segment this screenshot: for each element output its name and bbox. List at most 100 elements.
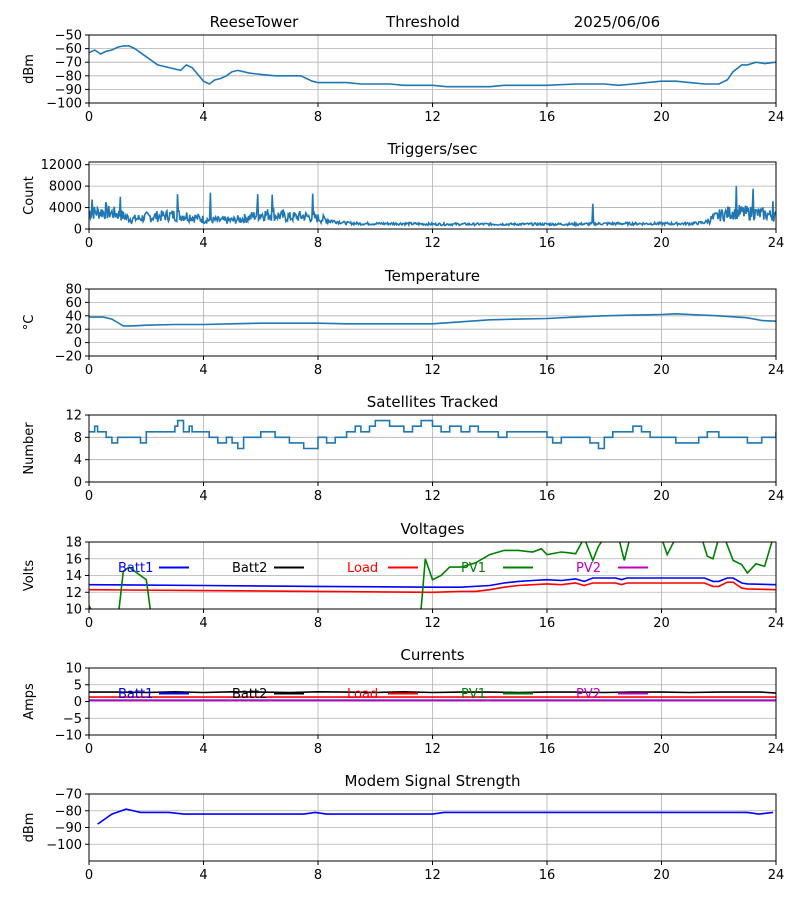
y-tick-label: 8000 [49, 180, 82, 195]
series-line-data [89, 419, 776, 450]
panel-title: Currents [400, 646, 464, 664]
series-line-data [97, 808, 774, 825]
y-tick-label: 0 [74, 695, 82, 710]
x-tick-label: 20 [653, 742, 670, 757]
x-tick-label: 0 [85, 868, 93, 883]
x-tick-label: 12 [424, 616, 441, 631]
y-tick-label: 4 [74, 453, 82, 468]
x-tick-label: 12 [424, 868, 441, 883]
y-tick-label: −70 [55, 788, 82, 803]
series-group [97, 808, 774, 825]
panel-title: Temperature [384, 267, 480, 285]
x-tick-label: 4 [199, 616, 207, 631]
y-tick-label: 16 [65, 552, 82, 567]
x-tick-label: 0 [85, 489, 93, 504]
legend-label-pv1: PV1 [461, 687, 486, 702]
series-group [89, 312, 776, 327]
x-tick-label: 16 [539, 742, 556, 757]
x-tick-label: 24 [768, 363, 785, 378]
x-tick-label: 24 [768, 868, 785, 883]
legend-label-batt1: Batt1 [118, 561, 153, 576]
x-tick-label: 16 [539, 110, 556, 125]
panel-0: 0 4 8 12 16 20 24 −100−90−80−70−60−50 dBm [22, 29, 784, 126]
y-tick-label: −90 [55, 83, 82, 98]
x-tick-label: 24 [768, 110, 785, 125]
y-tick-label: 4000 [49, 201, 82, 216]
series-line-load [89, 581, 776, 594]
y-tick-label: −100 [46, 97, 82, 112]
x-tick-label: 16 [539, 236, 556, 251]
x-tick-label: 16 [539, 363, 556, 378]
x-tick-label: 24 [768, 489, 785, 504]
y-tick-label: 8 [74, 431, 82, 446]
y-tick-label: −20 [55, 350, 82, 365]
x-tick-label: 0 [85, 363, 93, 378]
grid [88, 34, 777, 104]
panel-title: Satellites Tracked [367, 393, 498, 411]
series-group [89, 186, 776, 228]
panel-title: Modem Signal Strength [345, 772, 521, 790]
panel-title: Triggers/sec [387, 140, 478, 158]
grid [88, 793, 777, 861]
x-tick-label: 12 [424, 742, 441, 757]
y-tick-label: −10 [55, 729, 82, 744]
legend-label-pv2: PV2 [576, 561, 601, 576]
x-tick-label: 4 [199, 489, 207, 504]
panel-title: Voltages [400, 520, 464, 538]
x-tick-label: 12 [424, 363, 441, 378]
series-group [89, 45, 776, 88]
legend-label-batt2: Batt2 [232, 687, 267, 702]
x-tick-label: 4 [199, 363, 207, 378]
x-tick-label: 4 [199, 742, 207, 757]
date-title: 2025/06/06 [574, 13, 660, 31]
x-tick-label: 4 [199, 110, 207, 125]
x-tick-label: 0 [85, 110, 93, 125]
x-tick-label: 16 [539, 616, 556, 631]
x-tick-label: 20 [653, 110, 670, 125]
legend-label-batt2: Batt2 [232, 561, 267, 576]
y-tick-label: −70 [55, 56, 82, 71]
y-axis-label: Count [22, 176, 37, 215]
ticks: 0 4 8 12 16 20 24 0 4 8 12 [65, 409, 784, 505]
y-tick-label: 14 [65, 569, 82, 584]
y-tick-label: 0 [74, 476, 82, 491]
mode-title: Threshold [385, 13, 460, 31]
y-tick-label: −80 [55, 69, 82, 84]
ticks: 0 4 8 12 16 20 24 −100−90−80−70−60−50 [46, 29, 784, 126]
legend: Batt1 Batt2 Load PV1 PV2 [118, 687, 648, 702]
x-tick-label: 12 [424, 110, 441, 125]
y-axis-label: dBm [22, 813, 37, 843]
y-tick-label: −90 [55, 821, 82, 836]
x-tick-label: 12 [424, 236, 441, 251]
x-tick-label: 24 [768, 616, 785, 631]
x-tick-label: 8 [314, 868, 322, 883]
y-tick-label: 0 [74, 336, 82, 351]
y-tick-label: −100 [46, 838, 82, 853]
series-group [89, 690, 776, 702]
y-tick-label: −80 [55, 804, 82, 819]
panel-6: 0 4 8 12 16 20 24 −100 −90 −80−70 Modem Signal Str… [22, 772, 784, 883]
legend-label-load: Load [347, 561, 378, 576]
x-tick-label: 20 [653, 489, 670, 504]
y-tick-label: 18 [65, 536, 82, 551]
x-tick-label: 8 [314, 363, 322, 378]
y-tick-label: 5 [74, 678, 82, 693]
x-tick-label: 4 [199, 236, 207, 251]
y-axis-label: dBm [22, 54, 37, 84]
x-tick-label: 8 [314, 742, 322, 757]
series-line-batt1 [89, 577, 776, 588]
x-tick-label: 0 [85, 236, 93, 251]
x-tick-label: 4 [199, 868, 207, 883]
x-tick-label: 12 [424, 489, 441, 504]
x-tick-label: 8 [314, 616, 322, 631]
y-tick-label: 0 [74, 223, 82, 238]
y-tick-label: 12 [65, 586, 82, 601]
y-tick-label: 12 [65, 409, 82, 424]
x-tick-label: 0 [85, 616, 93, 631]
y-axis-label: Volts [22, 560, 37, 592]
